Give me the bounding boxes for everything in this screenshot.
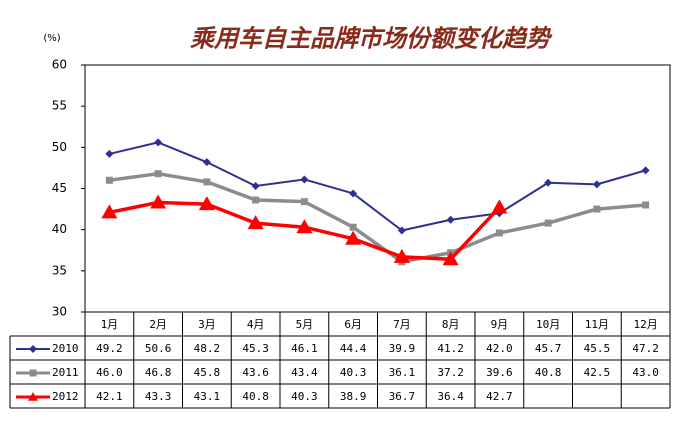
x-tick-label: 3月: [198, 318, 216, 331]
data-label: 40.8: [242, 390, 269, 403]
x-tick-label: 4月: [247, 318, 265, 331]
point: [442, 251, 459, 266]
legend-marker: [29, 345, 37, 353]
legend-marker: [29, 369, 37, 377]
data-label: 49.2: [96, 342, 123, 355]
x-tick-label: 2月: [149, 318, 167, 331]
point: [491, 199, 508, 214]
point: [544, 219, 552, 227]
point: [300, 175, 309, 184]
y-tick-label: 30: [52, 305, 67, 319]
data-label: 38.9: [340, 390, 367, 403]
point: [154, 170, 162, 178]
point: [198, 196, 215, 211]
point: [296, 219, 313, 234]
point: [397, 226, 406, 235]
data-label: 42.7: [486, 390, 513, 403]
data-label: 40.3: [291, 390, 318, 403]
point: [495, 229, 503, 237]
x-tick-label: 8月: [442, 318, 460, 331]
point: [349, 189, 358, 198]
data-label: 40.8: [535, 366, 562, 379]
data-label: 42.5: [584, 366, 611, 379]
data-label: 50.6: [145, 342, 172, 355]
y-tick-label: 40: [52, 222, 67, 236]
chart-title: 乘用车自主品牌市场份额变化趋势: [190, 24, 553, 53]
data-label: 45.7: [535, 342, 562, 355]
series-line: [109, 141, 646, 232]
point: [642, 201, 650, 209]
point: [101, 204, 118, 219]
data-label: 39.6: [486, 366, 513, 379]
data-label: 45.3: [242, 342, 269, 355]
data-label: 42.1: [96, 390, 123, 403]
point: [202, 158, 211, 167]
x-tick-label: 5月: [296, 318, 314, 331]
data-label: 45.8: [194, 366, 221, 379]
series-line: [109, 171, 646, 264]
data-label: 43.0: [632, 366, 659, 379]
data-label: 42.0: [486, 342, 513, 355]
data-label: 39.9: [389, 342, 416, 355]
x-tick-label: 7月: [393, 318, 411, 331]
data-label: 47.2: [632, 342, 659, 355]
point: [592, 180, 601, 189]
x-tick-label: 12月: [634, 318, 658, 331]
y-axis-label: (%): [43, 33, 60, 44]
x-tick-label: 9月: [491, 318, 509, 331]
x-tick-label: 11月: [585, 318, 609, 331]
data-label: 46.1: [291, 342, 318, 355]
data-label: 40.3: [340, 366, 367, 379]
y-tick-label: 45: [52, 181, 67, 195]
legend-label: 2012: [52, 390, 79, 403]
y-tick-label: 50: [52, 140, 67, 154]
point: [593, 205, 601, 213]
y-tick-label: 55: [52, 99, 67, 113]
data-label: 41.2: [437, 342, 464, 355]
point: [251, 182, 260, 191]
data-label: 36.7: [389, 390, 416, 403]
point: [349, 223, 357, 231]
x-tick-label: 10月: [536, 318, 560, 331]
point: [105, 176, 113, 184]
point: [154, 138, 163, 147]
data-label: 44.4: [340, 342, 367, 355]
data-label: 46.8: [145, 366, 172, 379]
y-tick-label: 60: [52, 58, 67, 72]
data-label: 48.2: [194, 342, 221, 355]
data-label: 37.2: [437, 366, 464, 379]
data-label: 43.4: [291, 366, 318, 379]
point: [203, 178, 211, 186]
y-tick-label: 35: [52, 263, 67, 277]
legend-marker: [28, 392, 38, 401]
legend-label: 2011: [52, 366, 79, 379]
point: [393, 248, 410, 263]
data-label: 43.3: [145, 390, 172, 403]
x-tick-label: 1月: [101, 318, 119, 331]
point: [345, 230, 362, 245]
point: [247, 215, 264, 230]
point: [544, 178, 553, 187]
x-tick-label: 6月: [344, 318, 362, 331]
data-label: 46.0: [96, 366, 123, 379]
legend-label: 2010: [52, 342, 79, 355]
point: [252, 196, 260, 204]
point: [641, 166, 650, 175]
point: [300, 198, 308, 206]
point: [150, 194, 167, 209]
data-label: 43.6: [242, 366, 269, 379]
point: [446, 215, 455, 224]
point: [105, 149, 114, 158]
data-label: 45.5: [584, 342, 611, 355]
data-label: 36.1: [389, 366, 416, 379]
data-label: 43.1: [194, 390, 221, 403]
data-label: 36.4: [437, 390, 464, 403]
